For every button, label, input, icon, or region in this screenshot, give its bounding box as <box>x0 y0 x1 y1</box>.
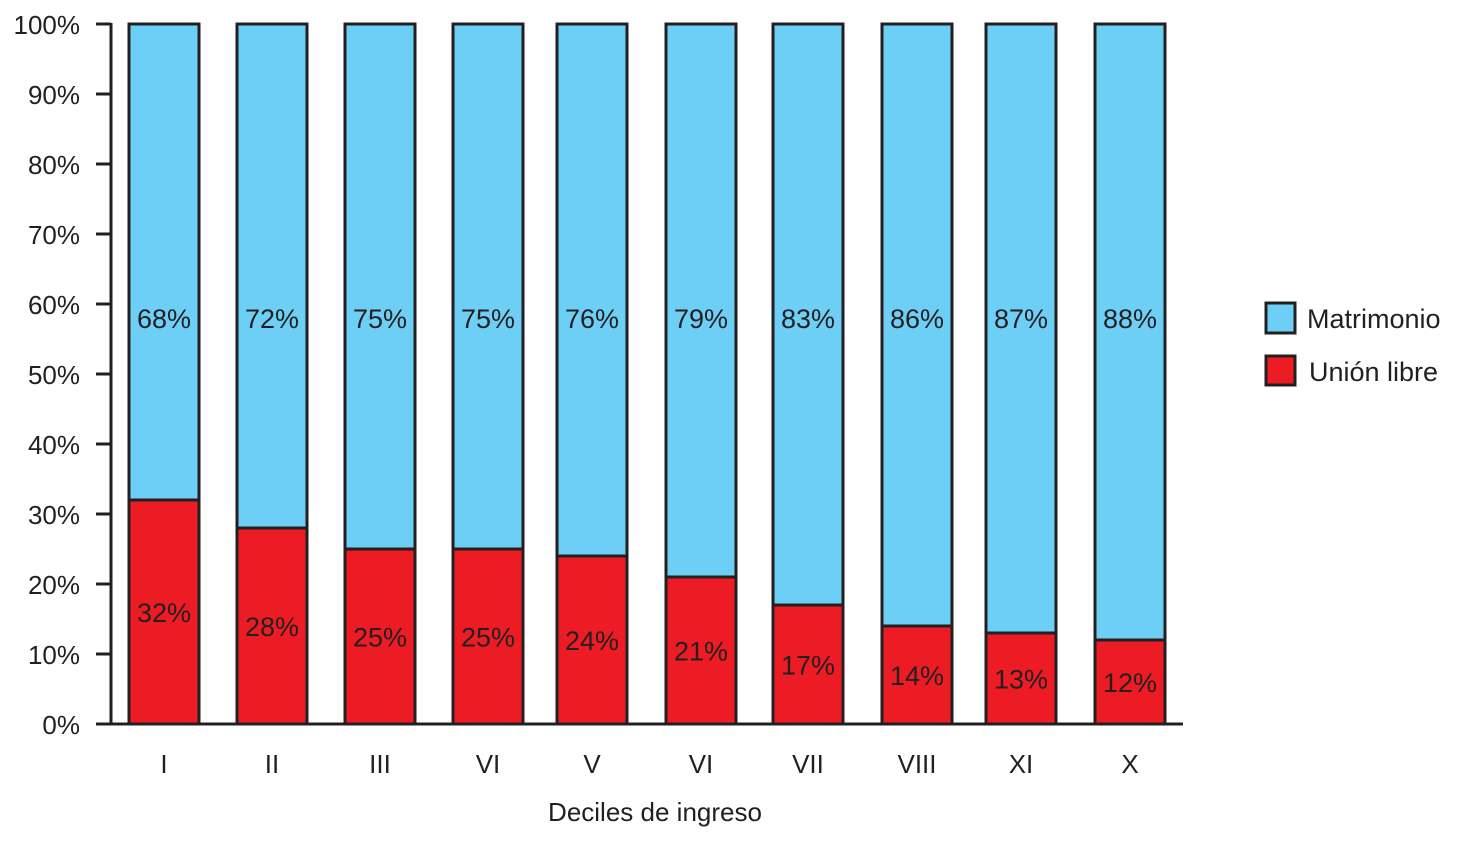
y-tick-label: 40% <box>28 430 80 460</box>
data-label-union-libre: 24% <box>565 626 619 656</box>
legend-label-matrimonio: Matrimonio <box>1307 304 1441 334</box>
data-label-union-libre: 32% <box>137 598 191 628</box>
y-tick-label: 10% <box>28 640 80 670</box>
data-label-matrimonio: 75% <box>461 304 515 334</box>
bar-union-libre <box>1093 638 1167 726</box>
x-tick-label: I <box>160 749 167 779</box>
x-tick-label: XI <box>1009 749 1034 779</box>
y-tick-label: 20% <box>28 570 80 600</box>
bar-union-libre <box>451 547 525 726</box>
y-tick-label: 60% <box>28 290 80 320</box>
y-tick-label: 100% <box>14 10 81 40</box>
data-label-matrimonio: 87% <box>994 304 1048 334</box>
x-axis-title: Deciles de ingreso <box>548 797 762 827</box>
bar-matrimonio <box>664 22 738 579</box>
y-tick-label: 80% <box>28 150 80 180</box>
bar-union-libre <box>984 631 1058 726</box>
x-tick-label: VI <box>689 749 714 779</box>
bar-union-libre <box>664 575 738 726</box>
y-tick-label: 90% <box>28 80 80 110</box>
x-tick-label: X <box>1121 749 1138 779</box>
data-label-matrimonio: 88% <box>1103 304 1157 334</box>
y-tick-label: 30% <box>28 500 80 530</box>
data-label-union-libre: 13% <box>994 665 1048 695</box>
data-label-union-libre: 14% <box>890 661 944 691</box>
x-tick-label: VI <box>476 749 501 779</box>
bar-matrimonio <box>555 22 629 558</box>
x-tick-label: VIII <box>897 749 936 779</box>
bar-matrimonio <box>984 22 1058 635</box>
data-label-matrimonio: 83% <box>781 304 835 334</box>
bar-matrimonio <box>127 22 201 502</box>
data-label-union-libre: 28% <box>245 612 299 642</box>
y-tick-label: 50% <box>28 360 80 390</box>
data-label-matrimonio: 75% <box>353 304 407 334</box>
y-tick-label: 70% <box>28 220 80 250</box>
data-label-union-libre: 12% <box>1103 668 1157 698</box>
x-tick-label: III <box>369 749 391 779</box>
legend-label-union-libre: Unión libre <box>1309 357 1438 387</box>
y-tick-label: 0% <box>42 710 80 740</box>
legend-swatch-matrimonio <box>1264 301 1297 335</box>
data-label-matrimonio: 76% <box>565 304 619 334</box>
data-label-matrimonio: 68% <box>137 304 191 334</box>
data-label-union-libre: 21% <box>674 637 728 667</box>
bar-matrimonio <box>451 22 525 551</box>
x-tick-label: V <box>583 749 601 779</box>
x-tick-label: II <box>265 749 279 779</box>
bar-matrimonio <box>343 22 417 551</box>
bar-union-libre <box>235 526 309 726</box>
bar-union-libre <box>127 498 201 726</box>
data-label-matrimonio: 79% <box>674 304 728 334</box>
bar-union-libre <box>771 603 845 726</box>
data-label-matrimonio: 72% <box>245 304 299 334</box>
x-tick-label: VII <box>792 749 824 779</box>
data-label-union-libre: 25% <box>461 623 515 653</box>
legend-swatch-union-libre <box>1264 354 1297 387</box>
data-label-matrimonio: 86% <box>890 304 944 334</box>
data-label-union-libre: 25% <box>353 623 407 653</box>
bar-matrimonio <box>235 22 309 530</box>
bar-union-libre <box>880 624 954 726</box>
data-label-union-libre: 17% <box>781 651 835 681</box>
